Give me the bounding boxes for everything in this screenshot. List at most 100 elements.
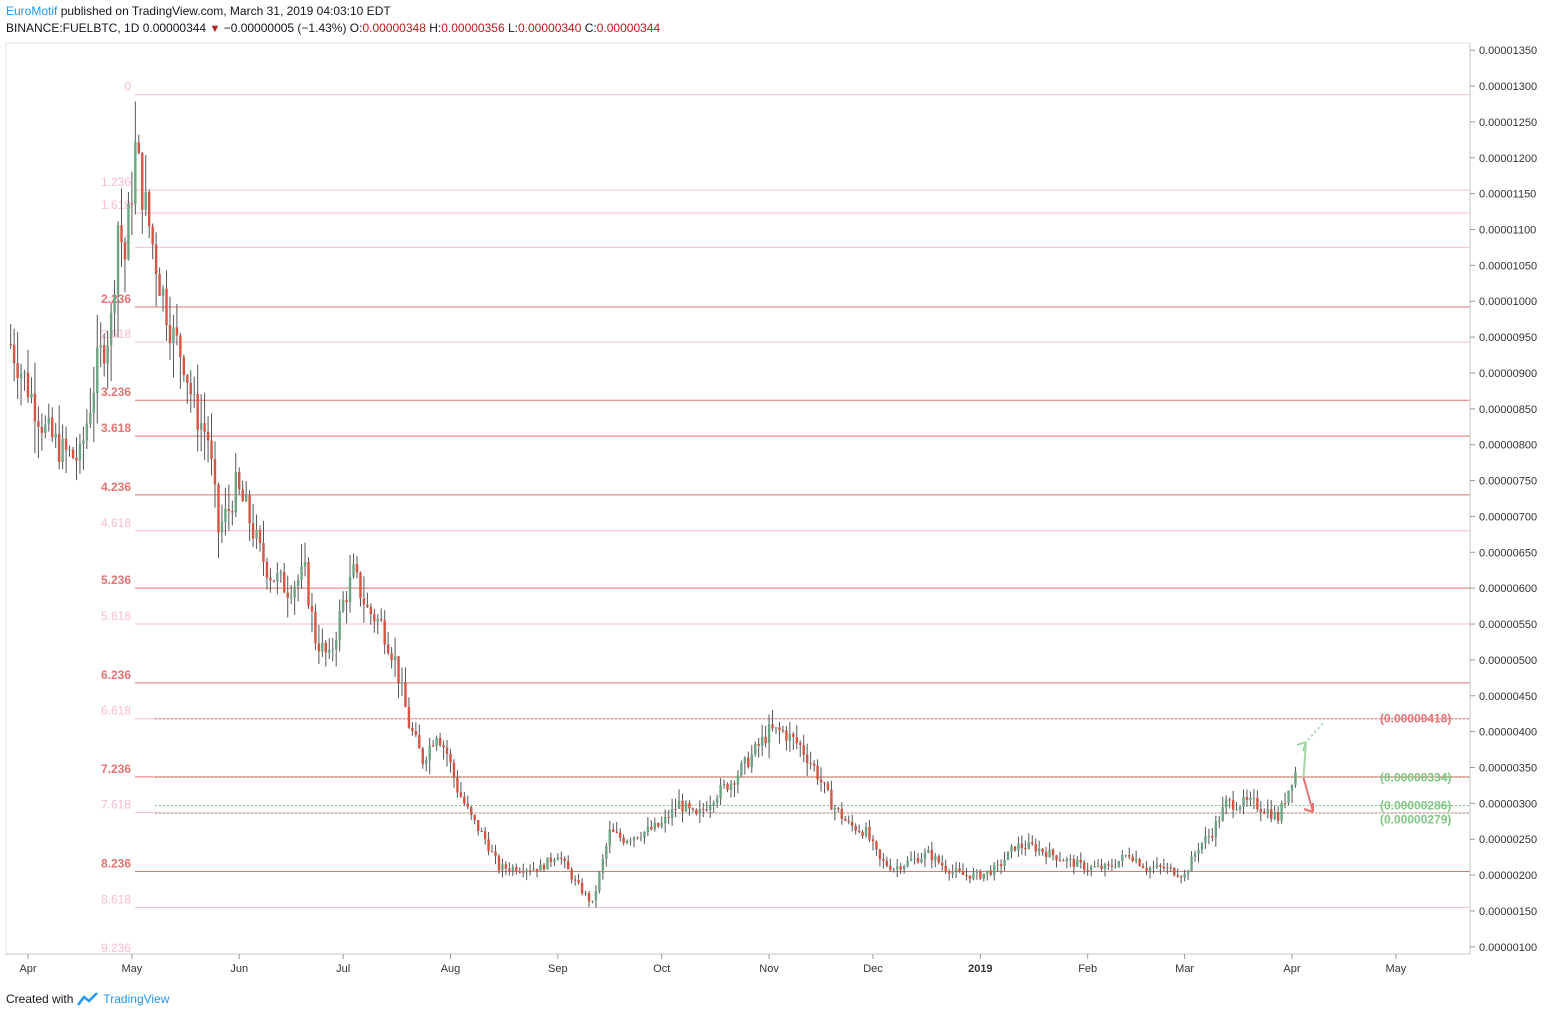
candle-down [310, 605, 314, 612]
bullish-dotted-extension [1307, 721, 1325, 741]
candle-down [165, 288, 168, 326]
candle-down [695, 809, 698, 815]
candle-down [154, 244, 158, 275]
author-link[interactable]: EuroMotif [6, 4, 58, 18]
candle-down [816, 765, 819, 780]
candle-up [632, 837, 636, 841]
candle-down [476, 820, 480, 831]
candle-down [324, 642, 328, 653]
candle-up [986, 870, 989, 874]
time-tick-label: Jun [230, 963, 248, 975]
candle-down [57, 433, 61, 462]
candle-up [296, 579, 300, 587]
time-tick-label: Mar [1175, 963, 1194, 975]
candle-down [272, 580, 276, 582]
candle-down [64, 438, 68, 450]
candle-down [1086, 869, 1089, 871]
tradingview-brand[interactable]: TradingView [103, 992, 170, 1006]
candle-down [961, 870, 965, 876]
candle-up [501, 864, 504, 871]
bullish-arrowhead-icon [1296, 741, 1307, 752]
candle-up [698, 809, 702, 815]
candle-down [792, 733, 795, 738]
candle-down [944, 865, 947, 872]
candle-down [1145, 867, 1148, 871]
candle-up [303, 561, 307, 567]
candle-down [1263, 811, 1266, 814]
candle-down [882, 859, 885, 861]
candle-down [667, 817, 670, 819]
price-tick-label: 0.00001050 [1479, 260, 1537, 272]
candle-down [383, 620, 386, 645]
time-axis[interactable]: Apr May Jun Jul Aug Sep Oct Nov Dec 2019 Feb Mar Apr… [6, 953, 1470, 975]
candle-up [1121, 855, 1124, 861]
price-tick-label: 0.00000950 [1479, 332, 1537, 344]
candle-down [1173, 867, 1176, 876]
candle-up [428, 745, 431, 761]
candle-down [397, 656, 400, 683]
candle-up [906, 860, 909, 866]
candle-down [542, 864, 546, 870]
candle-down [504, 864, 508, 869]
candle-up [934, 856, 937, 861]
candle-up [743, 757, 747, 764]
header-line-1: EuroMotif published on TradingView.com, … [6, 3, 660, 20]
candle-down [1083, 862, 1086, 870]
candle-down [1211, 835, 1214, 838]
candle-up [92, 393, 95, 413]
candle-down [283, 571, 286, 593]
price-label-0: (0.00000418) [1380, 712, 1451, 726]
candle-down [158, 274, 161, 296]
candle-down [844, 818, 847, 821]
close-label: C: [584, 21, 597, 35]
candle-up [605, 845, 608, 859]
price-label-2: (0.00000286) [1380, 799, 1451, 813]
fib-label-8: 4.236 [101, 480, 131, 494]
created-with-text: Created with [6, 992, 74, 1006]
candle-up [1186, 871, 1190, 874]
candle-up [750, 754, 753, 768]
price-chart[interactable]: 01.2361.61822.2362.6183.2363.6184.2364.6… [0, 0, 1554, 990]
candle-down [726, 783, 729, 790]
candle-up [435, 737, 438, 746]
candle-down [805, 754, 809, 764]
candle-down [1107, 864, 1110, 866]
candle-up [1124, 855, 1127, 857]
candle-down [965, 875, 968, 877]
candle-down [1228, 799, 1231, 801]
candle-up [954, 868, 958, 871]
price-label-1: (0.00000334) [1380, 771, 1451, 785]
candle-up [19, 373, 23, 379]
candle-down [674, 808, 677, 810]
candle-down [1245, 797, 1249, 801]
price-axis[interactable]: 0.00001350 0.00001300 0.00001250 0.00001200… [1469, 43, 1537, 954]
candle-up [913, 858, 916, 860]
candle-up [539, 864, 542, 872]
candle-up [740, 763, 743, 776]
candle-down [688, 803, 691, 809]
header-line-2: BINANCE:FUELBTC, 1D 0.00000344 ▼ −0.0000… [6, 20, 660, 38]
candle-down [1283, 802, 1287, 804]
candle-down [1058, 860, 1062, 862]
candle-down [733, 783, 736, 785]
candle-up [61, 438, 64, 462]
candle-down [380, 618, 383, 621]
fib-label-9: 4.618 [101, 516, 131, 530]
candle-down [930, 849, 934, 861]
low-label: L: [507, 21, 518, 35]
fib-extension-levels: 01.2361.61822.2362.6183.2363.6184.2364.6… [101, 80, 1470, 955]
candle-up [376, 618, 379, 622]
fib-label-16: 8.236 [101, 857, 131, 871]
candle-down [515, 867, 518, 872]
candle-down [203, 423, 206, 432]
candle-down [549, 857, 553, 862]
candle-down [421, 748, 424, 765]
candle-up [255, 529, 258, 539]
candle-up [1183, 873, 1186, 878]
candle-up [106, 345, 109, 364]
candle-down [937, 856, 940, 863]
price-tick-label: 0.00000450 [1479, 691, 1537, 703]
candle-up [89, 412, 92, 424]
candle-down [494, 851, 497, 857]
candle-down [567, 860, 570, 870]
